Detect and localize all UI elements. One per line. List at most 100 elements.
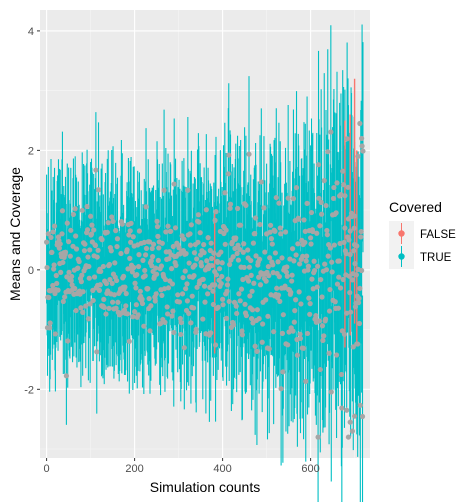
mean-point [59, 208, 66, 214]
mean-point [342, 193, 348, 199]
mean-point [162, 276, 168, 283]
mean-point [243, 202, 249, 208]
mean-point [128, 220, 134, 226]
mean-point [97, 282, 103, 288]
mean-point [150, 241, 157, 247]
mean-point [96, 287, 102, 293]
mean-point [137, 288, 143, 294]
mean-point [351, 225, 357, 231]
mean-point [70, 211, 77, 218]
mean-point [201, 242, 207, 248]
mean-point [187, 242, 194, 248]
mean-point [209, 255, 215, 262]
mean-point [177, 315, 183, 322]
mean-point [337, 285, 344, 291]
mean-point [336, 258, 342, 264]
mean-point [285, 195, 291, 201]
mean-point [205, 235, 211, 241]
mean-point [263, 297, 269, 303]
mean-point [188, 320, 194, 326]
mean-point [338, 191, 344, 198]
mean-point [338, 371, 344, 378]
mean-points [44, 120, 366, 440]
mean-point [215, 304, 221, 310]
mean-point [263, 278, 269, 284]
mean-point [175, 292, 181, 298]
mean-point [352, 413, 358, 419]
mean-point [329, 269, 335, 275]
mean-point [91, 227, 97, 233]
mean-point [275, 292, 282, 298]
mean-point [319, 294, 325, 300]
mean-point [328, 389, 334, 395]
mean-point [319, 211, 325, 217]
mean-point [201, 283, 208, 289]
mean-point [133, 302, 139, 308]
mean-point [315, 434, 321, 440]
mean-point [115, 299, 121, 305]
mean-point [149, 245, 155, 252]
mean-point [248, 272, 254, 278]
mean-point [58, 269, 64, 275]
mean-point [82, 241, 88, 247]
y-tick-label: 0 [28, 265, 34, 277]
mean-point [106, 305, 112, 311]
mean-point [301, 217, 307, 223]
mean-point [122, 284, 128, 290]
mean-point [341, 239, 347, 246]
mean-point [308, 235, 314, 241]
mean-point [75, 265, 81, 271]
mean-point [85, 254, 91, 260]
mean-point [246, 151, 252, 157]
mean-point [334, 180, 340, 186]
mean-point [241, 241, 247, 247]
legend: Covered FALSE TRUE [389, 199, 456, 269]
mean-point [249, 315, 255, 322]
mean-point [266, 346, 272, 352]
mean-point [296, 216, 302, 222]
mean-point [196, 219, 202, 225]
mean-point [291, 258, 297, 264]
mean-point [190, 305, 197, 311]
mean-point [87, 301, 93, 307]
mean-point [223, 227, 229, 233]
mean-point [279, 330, 286, 336]
mean-point [52, 290, 58, 297]
mean-point [252, 230, 258, 237]
mean-point [169, 281, 176, 287]
mean-point [300, 253, 306, 259]
mean-point [130, 234, 136, 240]
mean-point [78, 305, 84, 311]
mean-point [330, 195, 337, 202]
mean-point [319, 323, 326, 329]
mean-point [331, 242, 337, 248]
x-axis: 0 200 400 600 [44, 458, 320, 475]
mean-point [49, 249, 55, 256]
mean-point [232, 245, 238, 252]
mean-point [158, 263, 165, 269]
mean-point [342, 225, 348, 231]
mean-point [126, 338, 132, 344]
mean-point [84, 227, 91, 233]
mean-point [340, 276, 346, 283]
mean-point [154, 224, 161, 230]
mean-point [297, 331, 303, 337]
mean-point [129, 269, 135, 275]
mean-point [200, 316, 206, 322]
mean-point [324, 232, 330, 238]
mean-point [65, 338, 71, 344]
mean-point [321, 178, 327, 184]
mean-point [327, 245, 333, 251]
mean-point [347, 290, 353, 296]
mean-point [257, 282, 264, 288]
mean-point [356, 320, 363, 327]
mean-point [272, 250, 278, 256]
mean-point [238, 222, 244, 228]
mean-point [352, 213, 358, 219]
mean-point [136, 252, 142, 258]
mean-point [292, 308, 298, 314]
mean-point [187, 231, 193, 237]
mean-point [310, 228, 316, 235]
y-tick-label: 4 [28, 26, 34, 38]
mean-point [143, 245, 150, 252]
